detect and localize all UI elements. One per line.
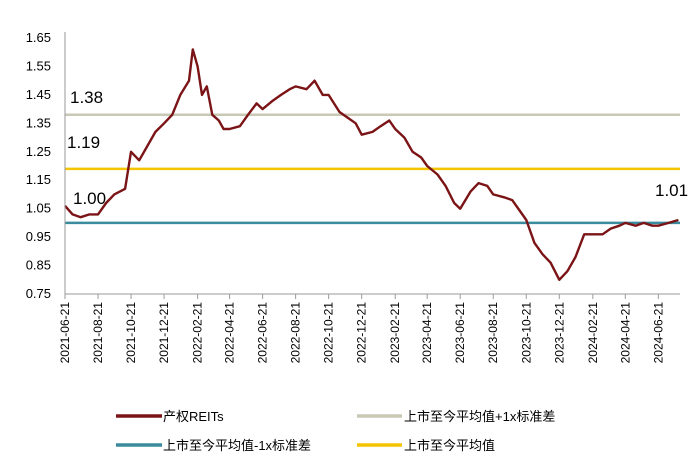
annotation-mean: 1.19 <box>67 133 100 152</box>
y-tick-label: 0.75 <box>26 286 51 301</box>
series-line-0 <box>64 48 679 281</box>
x-tick-label: 2021-12-21 <box>157 302 171 364</box>
annotation-upper: 1.38 <box>70 88 103 107</box>
y-tick-label: 1.45 <box>26 87 51 102</box>
x-tick-label: 2021-10-21 <box>124 302 138 364</box>
x-tick-label: 2021-06-21 <box>58 302 72 364</box>
x-tick-label: 2022-02-21 <box>191 302 205 364</box>
x-tick-label: 2022-06-21 <box>256 302 270 364</box>
legend-label-mean: 上市至今平均值 <box>404 438 495 453</box>
series-main <box>64 48 679 281</box>
y-tick-label: 1.65 <box>26 30 51 45</box>
legend-label-lower: 上市至今平均值-1x标准差 <box>163 438 311 453</box>
y-axis-ticks: 1.65 1.55 1.45 1.35 1.25 1.15 1.05 0.95 0.85 0.75 <box>26 30 51 301</box>
legend: 产权REITs 上市至今平均值+1x标准差 上市至今平均值-1x标准差 上市至今… <box>116 409 555 453</box>
x-tick-label: 2022-12-21 <box>355 302 369 364</box>
legend-label-series: 产权REITs <box>163 409 224 424</box>
x-tick-label: 2023-02-21 <box>388 302 402 364</box>
axes <box>64 32 680 295</box>
y-tick-label: 1.35 <box>26 115 51 130</box>
x-tick-label: 2023-06-21 <box>453 302 467 364</box>
annotation-lower: 1.00 <box>73 189 106 208</box>
x-tick-label: 2024-04-21 <box>618 302 632 364</box>
x-tick-label: 2023-10-21 <box>519 302 533 364</box>
x-tick-label: 2022-08-21 <box>289 302 303 364</box>
y-tick-label: 1.05 <box>26 201 51 216</box>
x-tick-label: 2022-10-21 <box>322 302 336 364</box>
x-tick-label: 2023-04-21 <box>420 302 434 364</box>
legend-label-upper: 上市至今平均值+1x标准差 <box>404 409 555 424</box>
x-tick-label: 2024-02-21 <box>586 302 600 364</box>
reference-lines <box>65 113 680 225</box>
x-tick-label: 2021-08-21 <box>91 302 105 364</box>
y-tick-label: 1.55 <box>26 58 51 73</box>
y-tick-label: 1.15 <box>26 172 51 187</box>
x-tick-label: 2023-12-21 <box>552 302 566 364</box>
x-tick-label: 2022-04-21 <box>223 302 237 364</box>
y-tick-label: 0.95 <box>26 229 51 244</box>
y-tick-label: 1.25 <box>26 144 51 159</box>
annotation-latest: 1.01 <box>655 181 688 200</box>
x-tick-label: 2024-06-21 <box>651 302 665 364</box>
y-tick-label: 0.85 <box>26 258 51 273</box>
annotations: 1.38 1.19 1.00 1.01 <box>67 88 688 208</box>
x-axis-ticks: 2021-06-21 2021-08-21 2021-10-21 2021-12-21… <box>58 294 665 363</box>
x-tick-label: 2023-08-21 <box>486 302 500 364</box>
